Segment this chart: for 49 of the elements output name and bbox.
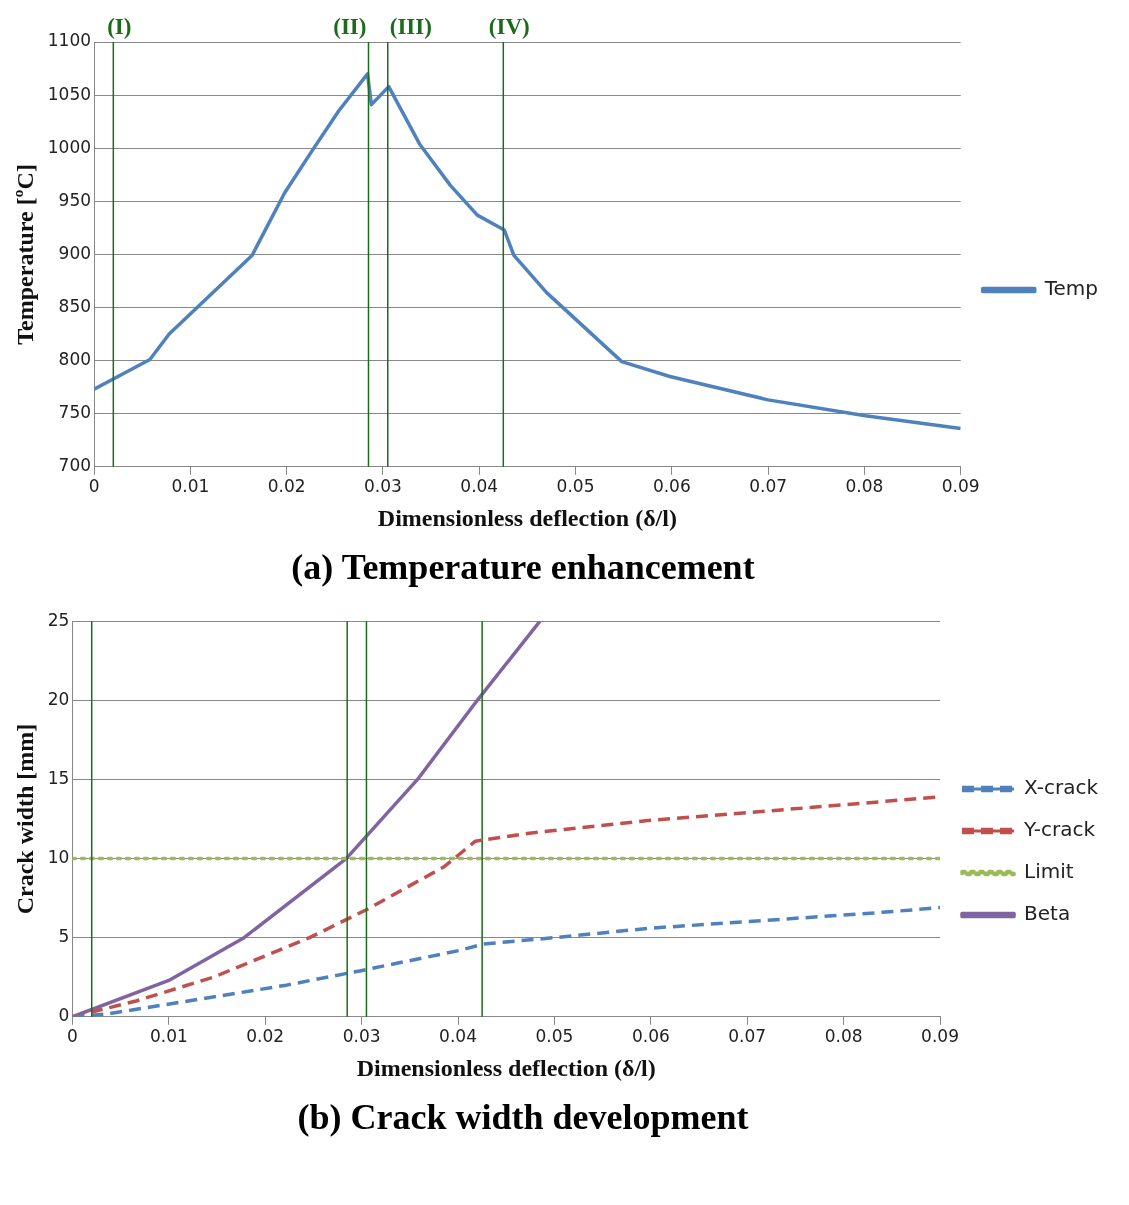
text: (a) Temperature enhancement [290,546,756,588]
ref-line-label: (IV) [488,14,530,40]
y-tick-label: 1050 [47,83,92,104]
x-tick-label: 0.09 [921,1026,959,1047]
y-tick-label: 850 [58,295,92,316]
x-tick-label: 0.06 [652,476,691,497]
y-axis-title: Crack width [mm] [11,723,38,915]
legend-label: Beta [1024,901,1071,926]
x-tick-label: 0.08 [845,476,884,497]
y-tick-label: 950 [58,189,92,210]
x-tick-label: 0.07 [749,476,788,497]
y-tick-label: 20 [47,688,70,709]
ref-line-label: (II) [333,14,367,40]
y-tick-label: 25 [47,609,70,630]
x-tick-label: 0.02 [246,1026,285,1047]
y-axis-title: Temperature [ºC] [11,164,38,345]
legend-label: Y-crack [1023,817,1096,842]
text: (b) Crack width development [296,1096,750,1138]
x-tick-label: 0.03 [364,476,402,497]
y-tick-label: 0 [58,1005,70,1026]
x-tick-label: 0.04 [439,1026,477,1047]
y-tick-label: 800 [58,349,92,370]
x-axis-title: Dimensionless deflection (δ/l) [377,504,677,531]
y-tick-label: 1100 [47,30,92,51]
x-tick-label: 0.01 [149,1026,188,1047]
x-tick-label: 0.06 [631,1026,670,1047]
y-tick-label: 15 [47,767,70,788]
ref-line-label: (I) [107,14,132,40]
x-tick-label: 0.05 [556,476,595,497]
legend-label: X-crack [1024,775,1099,800]
y-tick-label: 750 [58,402,92,423]
legend-label: Limit [1024,859,1074,884]
ref-line-label: (III) [389,14,432,40]
y-tick-label: 1000 [47,136,92,157]
y-tick-label: 700 [58,455,92,476]
x-axis-title: Dimensionless deflection (δ/l) [356,1054,656,1081]
x-tick-label: 0.01 [171,476,210,497]
x-tick-label: 0.08 [824,1026,863,1047]
legend-label: Temp [1043,276,1099,301]
x-tick-label: 0.04 [460,476,499,497]
x-tick-label: 0.02 [267,476,306,497]
x-tick-label: 0.07 [728,1026,767,1047]
y-tick-label: 900 [58,242,92,263]
y-tick-label: 10 [47,846,70,867]
x-tick-label: 0.09 [941,476,980,497]
x-tick-label: 0.03 [342,1026,381,1047]
x-tick-label: 0.05 [535,1026,574,1047]
y-tick-label: 5 [58,926,70,947]
line-series [72,905,941,1017]
